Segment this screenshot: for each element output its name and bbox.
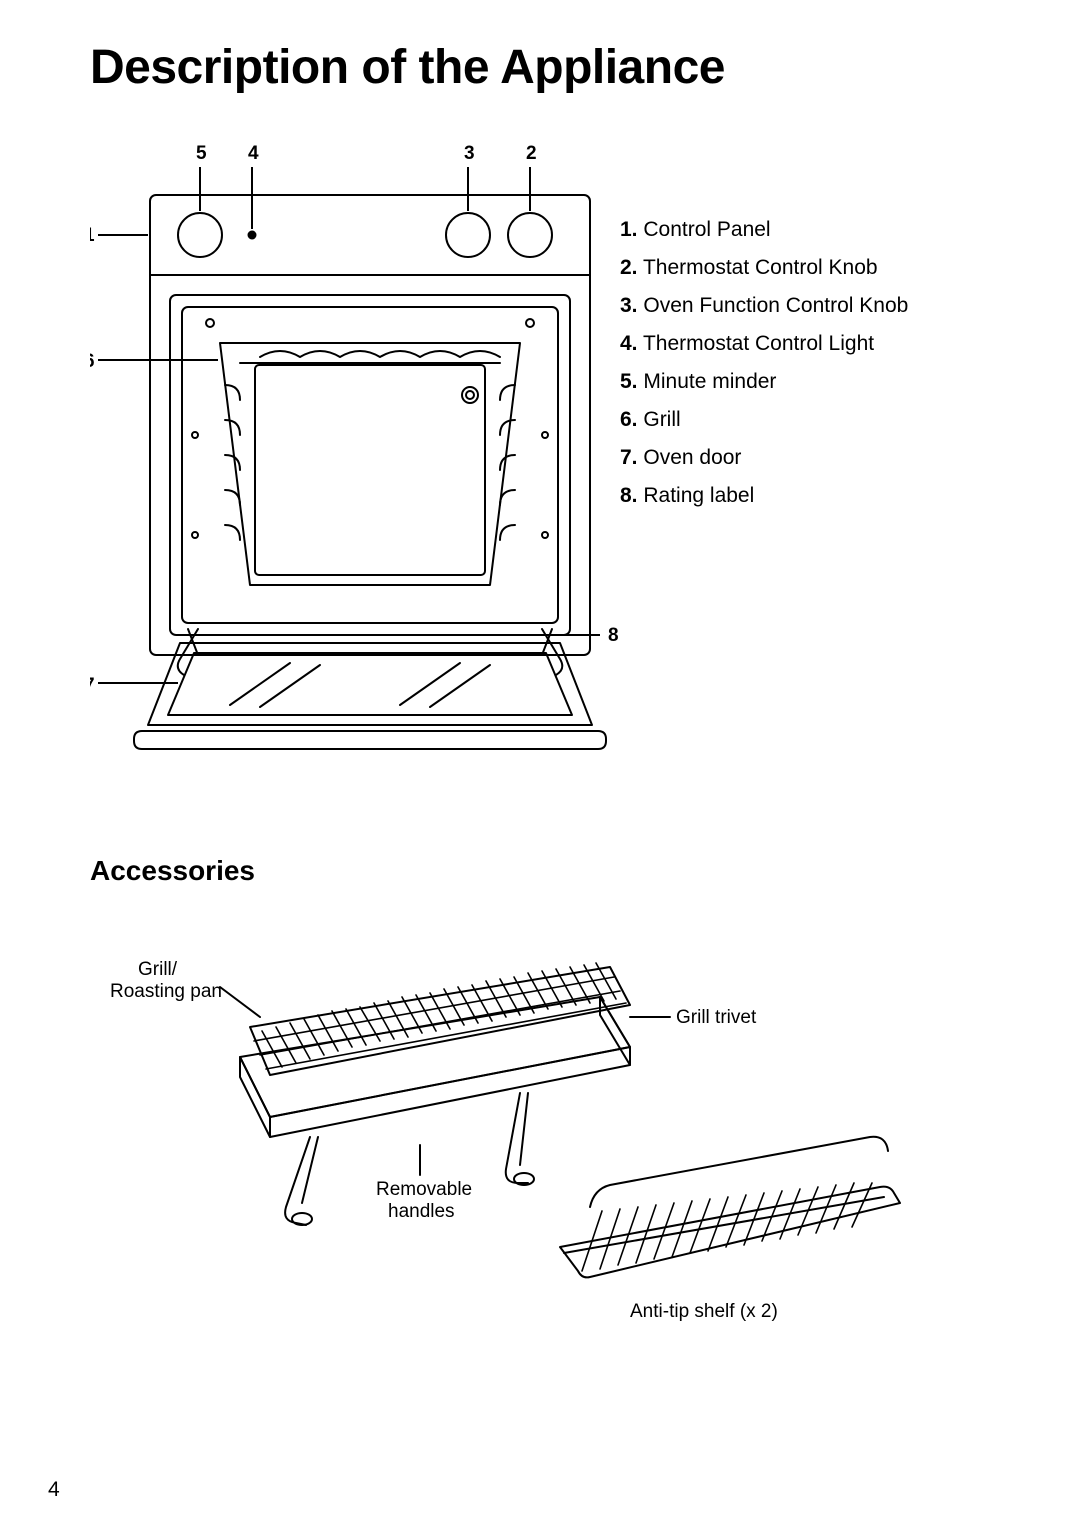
page-title: Description of the Appliance: [90, 40, 1020, 95]
list-item: 8. Rating label: [620, 477, 908, 515]
accessories-heading: Accessories: [90, 855, 1020, 887]
label-handles-1: Removable: [376, 1179, 472, 1200]
list-item: 4. Thermostat Control Light: [620, 325, 908, 363]
callout-2: 2: [526, 143, 537, 164]
label-anti-tip-shelf: Anti-tip shelf (x 2): [630, 1301, 778, 1322]
callout-7: 7: [90, 675, 95, 696]
list-item: 7. Oven door: [620, 439, 908, 477]
list-item: 6. Grill: [620, 401, 908, 439]
parts-list: 1. Control Panel 2. Thermostat Control K…: [620, 211, 908, 515]
accessories-diagram: Grill/ Roasting pan Grill trivet Removab…: [90, 907, 990, 1367]
accessories-diagram-region: Grill/ Roasting pan Grill trivet Removab…: [90, 907, 1020, 1367]
list-item: 2. Thermostat Control Knob: [620, 249, 908, 287]
callout-1: 1: [90, 225, 95, 246]
callout-5: 5: [196, 143, 207, 164]
oven-diagram: 5 4 3 2 1 6 7 8: [90, 135, 650, 775]
page-number: 4: [48, 1478, 60, 1502]
list-item: 5. Minute minder: [620, 363, 908, 401]
callout-3: 3: [464, 143, 475, 164]
callout-6: 6: [90, 351, 95, 372]
label-grill-trivet: Grill trivet: [676, 1007, 757, 1028]
appliance-diagram-region: 5 4 3 2 1 6 7 8 1. Control Panel 2. Ther…: [90, 135, 1020, 775]
label-handles-2: handles: [388, 1201, 455, 1222]
label-roasting-pan-2: Roasting pan: [110, 981, 222, 1002]
callout-8: 8: [608, 625, 619, 646]
label-roasting-pan-1: Grill/: [138, 959, 178, 980]
list-item: 3. Oven Function Control Knob: [620, 287, 908, 325]
list-item: 1. Control Panel: [620, 211, 908, 249]
callout-4: 4: [248, 143, 259, 164]
